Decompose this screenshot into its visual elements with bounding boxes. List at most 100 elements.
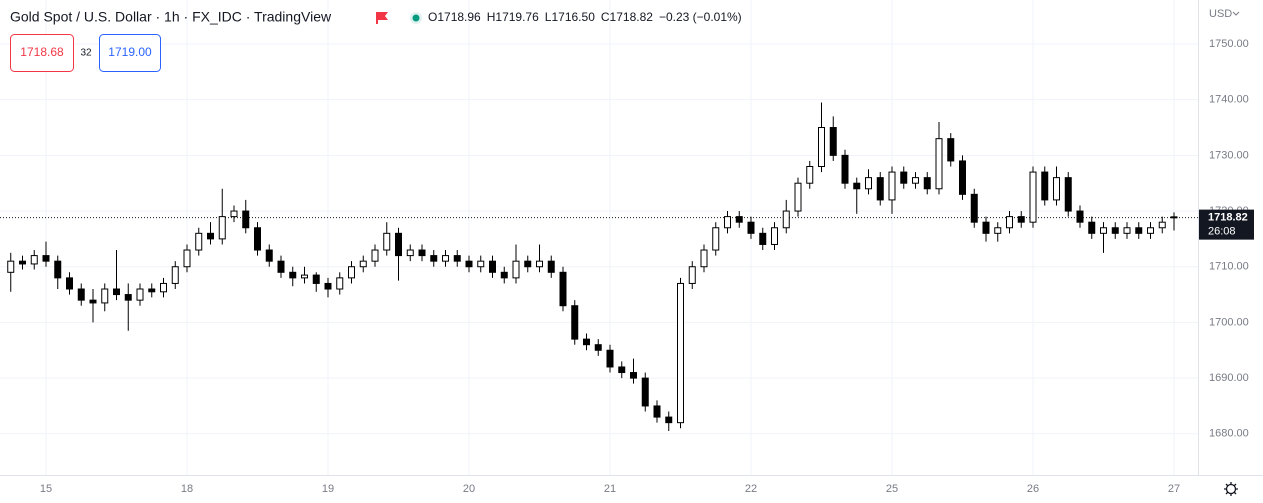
candle-body (218, 216, 226, 240)
candle-body (265, 249, 273, 262)
y-tick-label: 1690.00 (1209, 372, 1249, 384)
currency-select[interactable]: USD (1209, 8, 1232, 20)
candle-body (947, 138, 955, 162)
y-tick-label: 1700.00 (1209, 316, 1249, 328)
candle-body (489, 260, 496, 273)
candle-body (806, 166, 814, 184)
sell-button[interactable] (10, 34, 74, 72)
candle-body (606, 349, 614, 368)
ohlc-key: O (428, 10, 437, 24)
ohlc-value: 1719.76 (495, 10, 539, 24)
candle-body (66, 277, 73, 290)
settings-icon[interactable] (1224, 482, 1238, 496)
candle-body (1158, 221, 1166, 229)
countdown: 26:08 (1208, 226, 1236, 238)
candle-body (618, 366, 626, 374)
y-tick-label: 1730.00 (1209, 149, 1249, 161)
chart-title: Gold Spot / U.S. Dollar · 1h · FX_IDC · … (10, 9, 332, 25)
candle-body (477, 260, 485, 268)
candle-body (1017, 216, 1025, 223)
x-tick-label: 21 (604, 483, 616, 495)
candle-body (383, 232, 391, 251)
candle-body (19, 260, 26, 265)
flag-icon[interactable] (376, 12, 388, 24)
x-tick-label: 26 (1027, 483, 1039, 495)
candle-body (1088, 221, 1096, 234)
candle-body (7, 260, 15, 273)
y-tick-label: 1740.00 (1209, 94, 1249, 106)
ohlc-value: 1718.82 (610, 10, 654, 24)
candle-body (1123, 227, 1131, 234)
candle-body (771, 227, 778, 245)
candle-body (418, 249, 426, 257)
candle-body (935, 138, 943, 190)
candle-body (536, 260, 543, 268)
candle-body (406, 249, 414, 257)
candle-body (183, 249, 191, 268)
x-tick-label: 25 (886, 483, 898, 495)
candle-body (30, 255, 38, 265)
candle-body (994, 227, 1002, 234)
candle-body (254, 227, 261, 251)
last-price-label: 1718.82 (1208, 212, 1248, 224)
candle-body (712, 227, 720, 251)
candle-body (453, 255, 461, 262)
candle-body (524, 260, 532, 268)
gear-teeth[interactable] (1224, 482, 1238, 496)
candle-body (923, 177, 931, 190)
buy-button[interactable] (99, 34, 161, 72)
x-tick-label: 15 (40, 483, 52, 495)
candle-body (876, 177, 884, 201)
ohlc-key: L (545, 10, 552, 24)
ohlc-value: 1718.96 (437, 10, 481, 24)
ohlc-value: 1716.50 (551, 10, 595, 24)
candle-body (853, 182, 861, 190)
candle-body (829, 127, 837, 156)
candle-body (1111, 227, 1119, 234)
candle-body (1135, 227, 1143, 234)
buy-price[interactable]: 1719.00 (108, 45, 152, 59)
candle-body (735, 216, 743, 223)
candle-body (959, 160, 966, 195)
candle-body (348, 266, 355, 279)
candle-body (641, 377, 649, 407)
candle-body (148, 288, 156, 293)
sell-price[interactable]: 1718.68 (20, 45, 64, 59)
candle-body (395, 232, 402, 257)
candle-body (818, 127, 825, 168)
candle-body (289, 271, 297, 279)
status-dot (412, 14, 420, 22)
candle-body (982, 221, 990, 234)
candle-body (230, 210, 238, 218)
candle-body (1170, 216, 1178, 219)
candle-body (1076, 210, 1084, 223)
candle-body (759, 232, 767, 245)
candle-body (865, 177, 872, 190)
candle-body (583, 338, 590, 346)
candle-body (747, 221, 755, 234)
candle-body (1064, 177, 1072, 212)
candle-body (547, 260, 555, 273)
candle-body (42, 255, 50, 262)
candle-body (336, 277, 344, 290)
candle-body (277, 260, 285, 273)
candle-body (559, 271, 567, 307)
candle-body (54, 260, 62, 279)
candle-body (312, 274, 320, 284)
candle-body (500, 271, 508, 279)
candle-body (371, 249, 379, 262)
grid (0, 0, 1198, 475)
candle-body (700, 249, 708, 268)
candle-body (430, 255, 438, 262)
candle-body (841, 154, 849, 184)
y-tick-label: 1680.00 (1209, 428, 1249, 440)
currency-caret[interactable] (1232, 11, 1240, 16)
candle-body (113, 288, 120, 296)
candle-body (136, 288, 144, 301)
candle-body (594, 344, 602, 351)
x-tick-label: 20 (463, 483, 475, 495)
candle-body (688, 266, 696, 284)
